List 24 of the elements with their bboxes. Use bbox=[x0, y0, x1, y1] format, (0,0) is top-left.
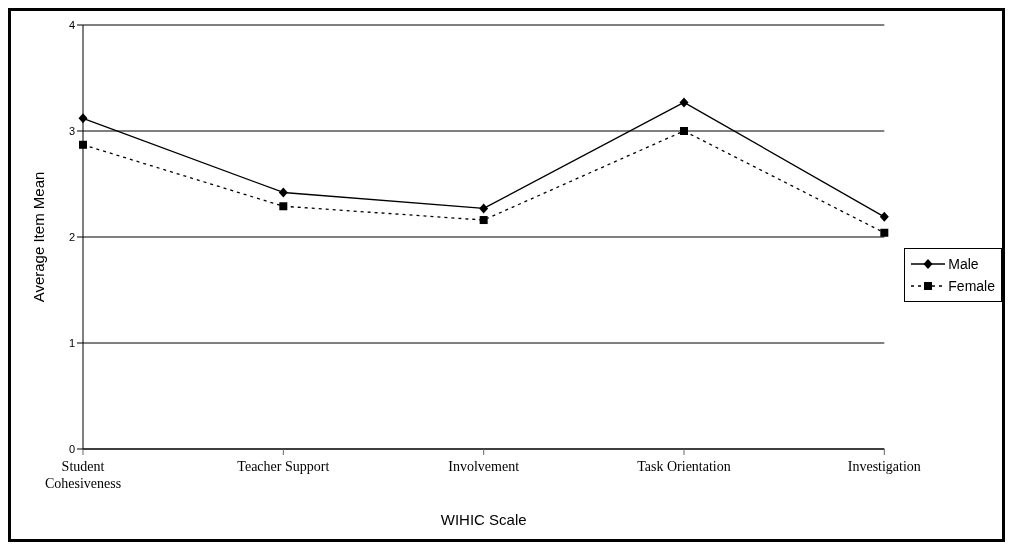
y-tick-label: 2 bbox=[68, 230, 75, 243]
legend-label: Female bbox=[948, 278, 995, 294]
legend-label: Male bbox=[948, 256, 979, 272]
y-tick-label: 4 bbox=[68, 18, 75, 31]
y-axis-title: Average Item Mean bbox=[30, 171, 48, 303]
x-tick-label: Student Cohesiveness bbox=[44, 459, 122, 491]
point bbox=[479, 216, 488, 225]
x-tick-label: Task Orientation bbox=[637, 459, 731, 474]
y-tick-label: 0 bbox=[68, 442, 75, 455]
point bbox=[78, 113, 88, 124]
point bbox=[880, 228, 889, 237]
x-tick-label: Investigation bbox=[847, 459, 921, 474]
point bbox=[279, 202, 288, 211]
y-tick-label: 3 bbox=[68, 124, 75, 137]
x-tick-label: Involvement bbox=[448, 459, 520, 474]
point bbox=[679, 127, 688, 135]
y-tick-label: 1 bbox=[68, 336, 75, 349]
point bbox=[479, 203, 489, 214]
point bbox=[79, 140, 87, 149]
point bbox=[278, 187, 288, 198]
x-tick-label: Teacher Support bbox=[237, 459, 330, 474]
point bbox=[679, 97, 689, 108]
x-axis-title: WIHIC Scale bbox=[440, 511, 527, 528]
point bbox=[879, 211, 889, 222]
